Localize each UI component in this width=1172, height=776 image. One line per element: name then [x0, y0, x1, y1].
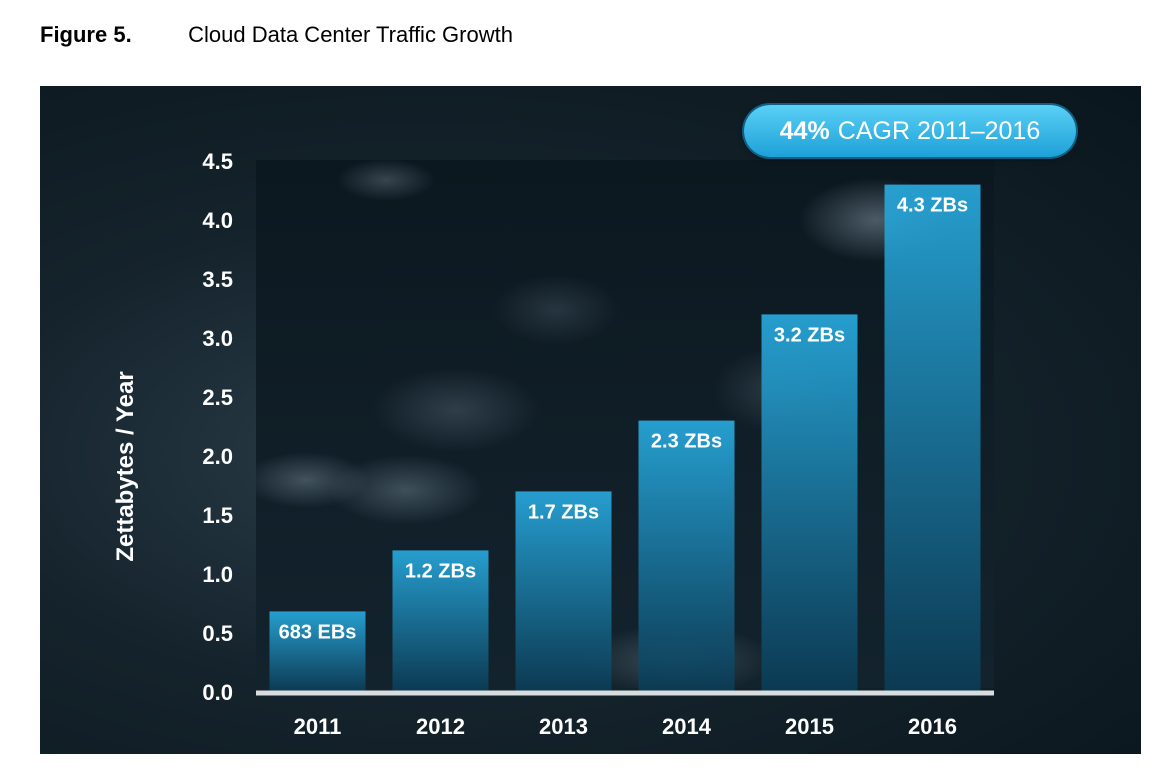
y-tick-2.0: 2.0 — [202, 444, 233, 469]
x-tick-2014: 2014 — [662, 714, 712, 739]
y-tick-1.0: 1.0 — [202, 562, 233, 587]
data-label-2011: 683 EBs — [279, 621, 357, 643]
bar-2015 — [761, 314, 858, 692]
x-tick-2011: 2011 — [294, 714, 342, 739]
data-label-2014: 2.3 ZBs — [651, 431, 722, 453]
bar-2016 — [884, 184, 981, 692]
y-axis-label: Zettabytes / Year — [112, 371, 139, 561]
y-tick-3.5: 3.5 — [202, 267, 233, 292]
chart-panel: 683 EBs 1.2 ZBs 1.7 ZBs 2.3 ZBs 3.2 ZBs 4.3 Z… — [40, 86, 1141, 754]
x-tick-2015: 2015 — [785, 714, 834, 739]
data-label-2015: 3.2 ZBs — [774, 324, 845, 346]
data-label-2012: 1.2 ZBs — [405, 560, 476, 582]
bar-2014 — [638, 420, 735, 692]
bar-2012 — [392, 550, 489, 692]
cloud-sky-background — [256, 160, 994, 688]
bar-2011 — [269, 611, 366, 692]
x-tick-2016: 2016 — [908, 714, 957, 739]
figure-caption: Figure 5. Cloud Data Center Traffic Grow… — [40, 22, 513, 48]
y-tick-4.0: 4.0 — [202, 208, 233, 233]
y-tick-2.5: 2.5 — [202, 385, 233, 410]
figure-number: Figure 5. — [40, 22, 132, 47]
cagr-badge: 44% CAGR 2011–2016 — [744, 105, 1076, 157]
bar-2013 — [515, 491, 612, 692]
bar-chart: 683 EBs 1.2 ZBs 1.7 ZBs 2.3 ZBs 3.2 ZBs 4.3 Z… — [112, 149, 994, 739]
y-tick-3.0: 3.0 — [202, 326, 233, 351]
data-label-2013: 1.7 ZBs — [528, 501, 599, 523]
x-tick-2012: 2012 — [416, 714, 465, 739]
data-label-2016: 4.3 ZBs — [897, 195, 968, 217]
y-tick-4.5: 4.5 — [202, 149, 233, 174]
cagr-percent: 44% — [779, 116, 830, 145]
x-tick-2013: 2013 — [539, 714, 588, 739]
cagr-text: CAGR 2011–2016 — [837, 116, 1041, 145]
figure-title: Cloud Data Center Traffic Growth — [188, 22, 513, 47]
y-tick-0.5: 0.5 — [202, 621, 233, 646]
y-tick-0.0: 0.0 — [202, 680, 233, 705]
y-tick-1.5: 1.5 — [202, 503, 233, 528]
